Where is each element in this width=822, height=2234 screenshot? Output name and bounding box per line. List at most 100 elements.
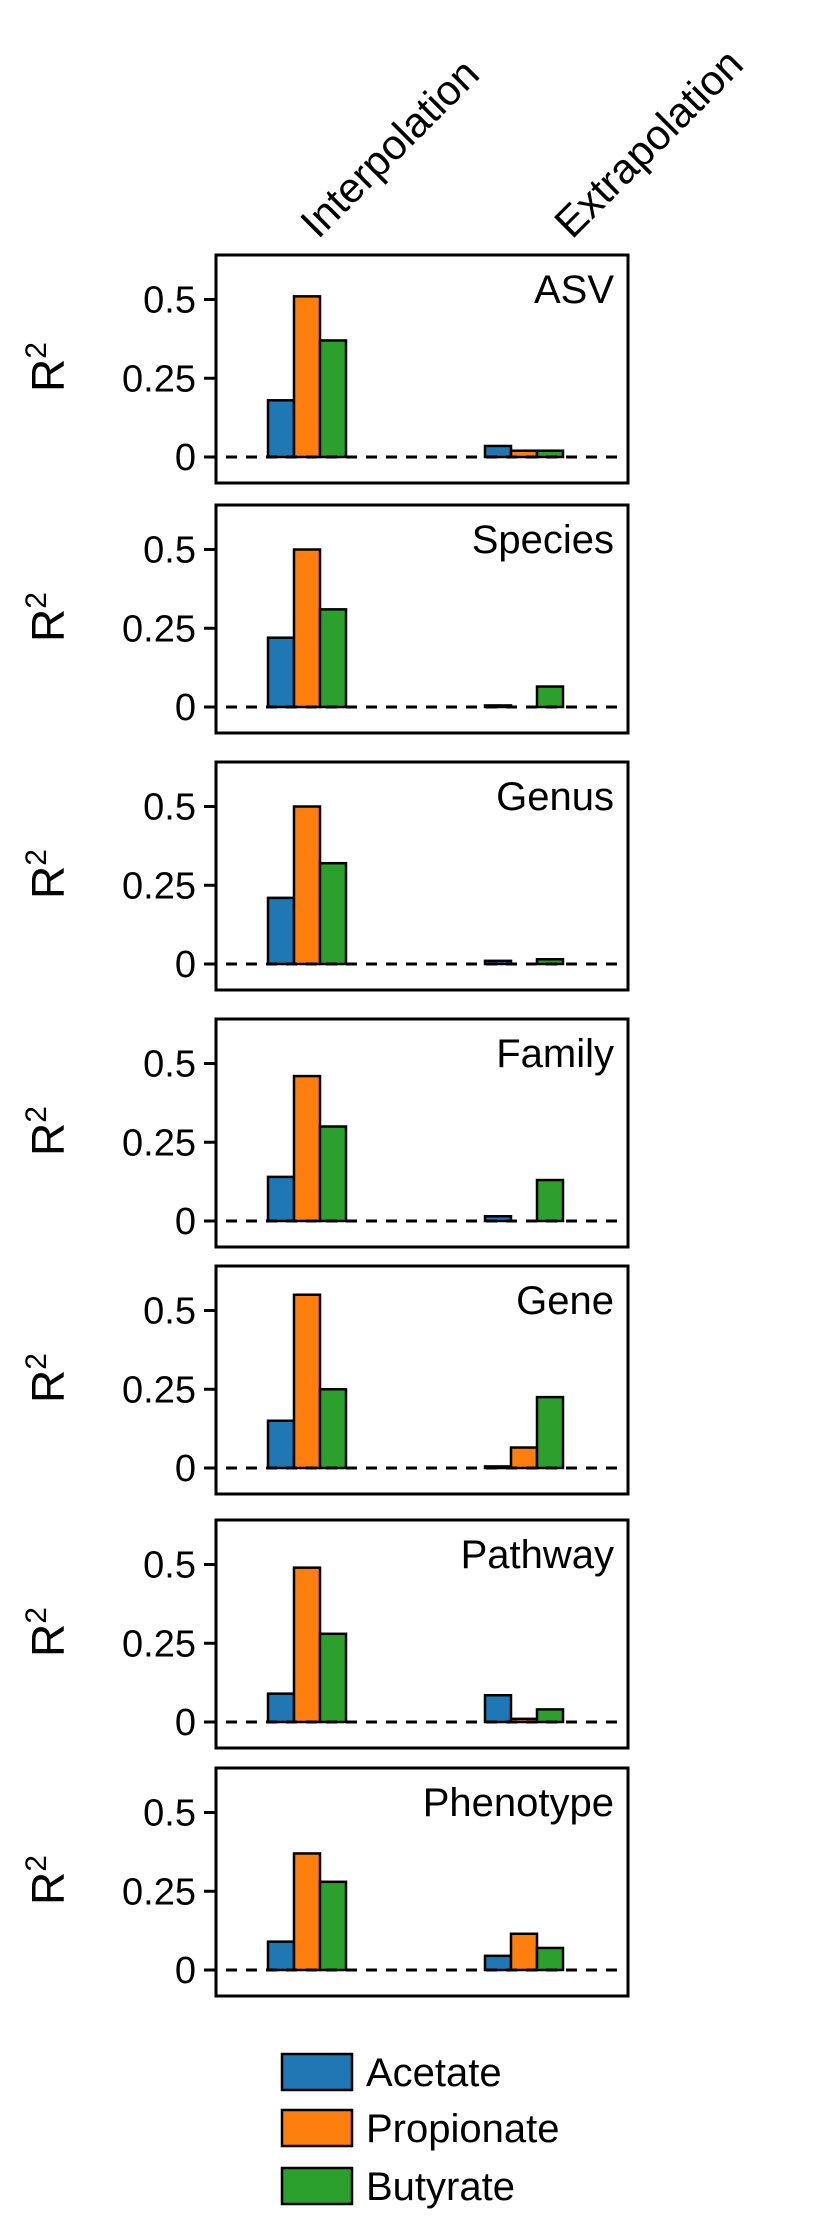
- y-tick-label: 0.25: [122, 1871, 196, 1913]
- bar-butyrate-interpolation: [318, 1632, 348, 1724]
- y-axis-label: R2: [20, 1607, 74, 1657]
- panel-frame: [214, 1017, 630, 1249]
- bar-acetate-interpolation: [266, 1940, 296, 1972]
- bar-butyrate-interpolation: [318, 861, 348, 966]
- bar-propionate-extrapolation: [509, 1932, 539, 1972]
- bar-butyrate-interpolation: [318, 1880, 348, 1972]
- bar-propionate-interpolation: [292, 1074, 322, 1223]
- y-tick-label: 0: [175, 1702, 196, 1744]
- y-axis-label-base: R: [22, 609, 74, 642]
- y-tick-label: 0.25: [122, 1369, 196, 1411]
- panel-title: Species: [472, 518, 614, 562]
- panel-frame: [214, 1766, 630, 1998]
- bar-acetate-interpolation: [266, 1692, 296, 1724]
- y-axis-label-superscript: 2: [20, 1855, 53, 1872]
- y-axis-label-superscript: 2: [20, 1353, 53, 1370]
- y-tick-label: 0.25: [122, 1122, 196, 1164]
- y-axis-label-base: R: [22, 866, 74, 899]
- y-axis-label-base: R: [22, 359, 74, 392]
- y-tick-label: 0.25: [122, 608, 196, 650]
- y-tick-label: 0.5: [143, 1044, 196, 1086]
- bar-propionate-extrapolation: [509, 1446, 539, 1470]
- y-axis-label: R2: [20, 1855, 74, 1905]
- bar-butyrate-extrapolation: [535, 1708, 565, 1724]
- y-axis-label-superscript: 2: [20, 849, 53, 866]
- panel-genus: 0 0.25 0.5 Genus R2: [20, 760, 630, 992]
- bar-acetate-interpolation: [266, 1175, 296, 1223]
- y-axis-label-base: R: [22, 1123, 74, 1156]
- y-axis-label-superscript: 2: [20, 1607, 53, 1624]
- bar-butyrate-interpolation: [318, 1125, 348, 1223]
- panel-title: Phenotype: [423, 1781, 614, 1825]
- legend: Acetate Propionate Butyrate: [280, 2051, 559, 2209]
- y-tick-label: 0.25: [122, 1623, 196, 1665]
- y-tick-label: 0: [175, 437, 196, 479]
- legend-swatch-propionate: [280, 2108, 354, 2148]
- panel-species: 0 0.25 0.5 Species R2: [20, 503, 630, 735]
- panel-frame: [214, 1518, 630, 1750]
- bar-butyrate-extrapolation: [535, 685, 565, 709]
- y-axis-label-superscript: 2: [20, 592, 53, 609]
- bar-butyrate-interpolation: [318, 1388, 348, 1470]
- bar-acetate-interpolation: [266, 636, 296, 709]
- panel-pathway: 0 0.25 0.5 Pathway R2: [20, 1518, 630, 1750]
- legend-swatch-butyrate: [280, 2166, 354, 2206]
- column-labels: Interpolation Extrapolation: [291, 40, 752, 247]
- y-tick-label: 0.5: [143, 1291, 196, 1333]
- legend-label-acetate: Acetate: [366, 2051, 502, 2095]
- bar-acetate-extrapolation: [483, 1954, 513, 1972]
- panel-family: 0 0.25 0.5 Family R2: [20, 1017, 630, 1249]
- bar-acetate-extrapolation: [483, 1215, 513, 1223]
- bar-propionate-interpolation: [292, 295, 322, 459]
- y-tick-label: 0: [175, 944, 196, 986]
- y-tick-label: 0: [175, 1448, 196, 1490]
- bar-acetate-interpolation: [266, 399, 296, 459]
- y-axis-label: R2: [20, 342, 74, 392]
- panel-asv: 0 0.25 0.5 ASV R2: [20, 253, 630, 485]
- y-axis-label: R2: [20, 1353, 74, 1403]
- bar-propionate-interpolation: [292, 805, 322, 966]
- y-tick-label: 0: [175, 1950, 196, 1992]
- category-label-interpolation: Interpolation: [291, 50, 488, 247]
- y-tick-label: 0.25: [122, 865, 196, 907]
- bar-acetate-extrapolation: [483, 444, 513, 459]
- y-axis-label-superscript: 2: [20, 342, 53, 359]
- y-tick-label: 0.5: [143, 280, 196, 322]
- panel-frame: [214, 1264, 630, 1496]
- y-axis-label: R2: [20, 1106, 74, 1156]
- y-axis-label: R2: [20, 849, 74, 899]
- legend-label-propionate: Propionate: [366, 2107, 559, 2151]
- legend-swatch-acetate: [280, 2052, 354, 2092]
- bar-propionate-interpolation: [292, 548, 322, 709]
- y-axis-label-base: R: [22, 1370, 74, 1403]
- y-tick-label: 0.5: [143, 1545, 196, 1587]
- y-tick-label: 0.5: [143, 530, 196, 572]
- panel-gene: 0 0.25 0.5 Gene R2: [20, 1264, 630, 1496]
- bar-acetate-interpolation: [266, 896, 296, 966]
- legend-label-butyrate: Butyrate: [366, 2165, 515, 2209]
- bar-propionate-interpolation: [292, 1293, 322, 1470]
- bar-acetate-extrapolation: [483, 1693, 513, 1724]
- bar-butyrate-extrapolation: [535, 1178, 565, 1223]
- panel-title: Pathway: [461, 1533, 614, 1577]
- y-axis-label-base: R: [22, 1872, 74, 1905]
- y-tick-label: 0: [175, 687, 196, 729]
- panel-frame: [214, 253, 630, 485]
- category-label-extrapolation: Extrapolation: [545, 40, 752, 247]
- y-tick-label: 0.5: [143, 787, 196, 829]
- y-axis-label: R2: [20, 592, 74, 642]
- panel-title: Genus: [496, 775, 614, 819]
- panel-frame: [214, 760, 630, 992]
- bar-butyrate-interpolation: [318, 339, 348, 459]
- y-axis-label-superscript: 2: [20, 1106, 53, 1123]
- bar-butyrate-extrapolation: [535, 1395, 565, 1470]
- panel-title: Gene: [516, 1279, 614, 1323]
- bar-acetate-interpolation: [266, 1419, 296, 1470]
- bar-propionate-interpolation: [292, 1566, 322, 1724]
- bar-propionate-interpolation: [292, 1852, 322, 1972]
- panel-title: Family: [496, 1032, 614, 1076]
- bar-acetate-extrapolation: [483, 959, 513, 966]
- bar-butyrate-extrapolation: [535, 1946, 565, 1972]
